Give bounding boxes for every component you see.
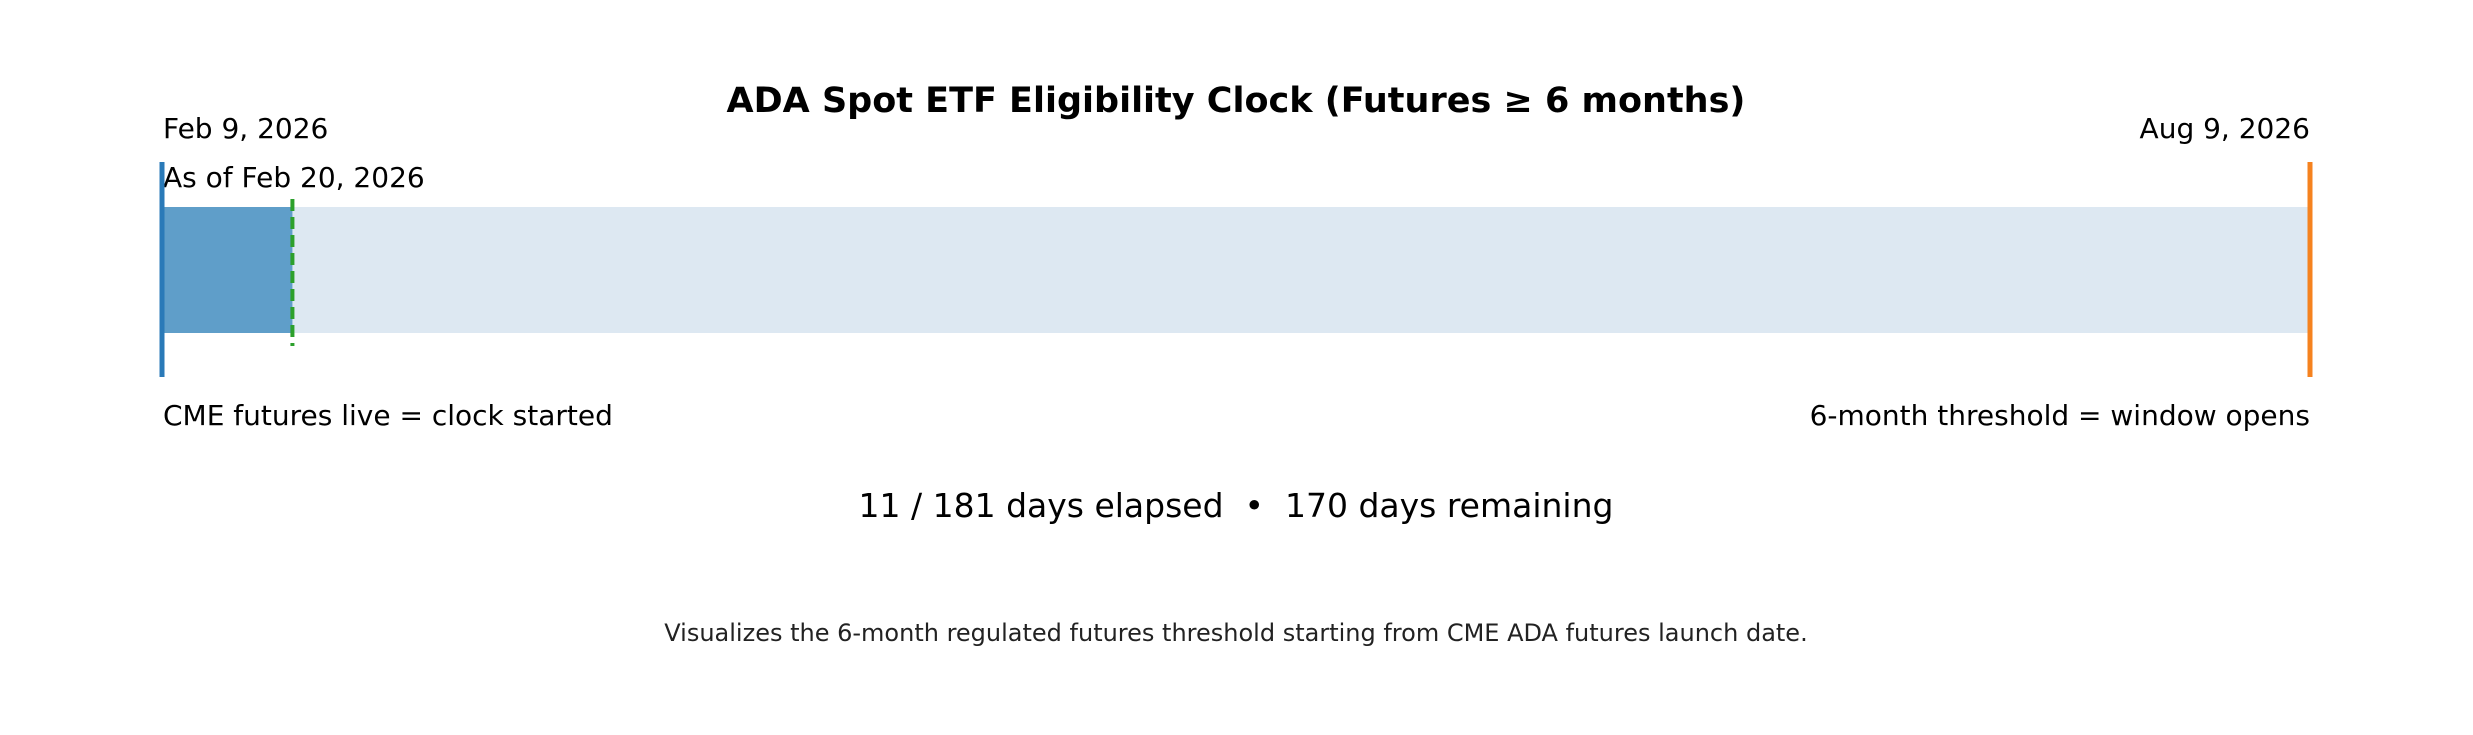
footnote: Visualizes the 6-month regulated futures… bbox=[664, 619, 1807, 647]
end-date-label: Aug 9, 2026 bbox=[2140, 112, 2310, 145]
end-caption: 6-month threshold = window opens bbox=[1810, 399, 2310, 432]
chart-title: ADA Spot ETF Eligibility Clock (Futures … bbox=[727, 81, 1746, 121]
remaining-bar bbox=[162, 207, 2308, 333]
start-date-label: Feb 9, 2026 bbox=[163, 112, 328, 145]
elapsed-bar bbox=[162, 207, 293, 333]
as-of-label: As of Feb 20, 2026 bbox=[163, 161, 425, 194]
summary-text: 11 / 181 days elapsed • 170 days remaini… bbox=[859, 486, 1614, 525]
start-caption: CME futures live = clock started bbox=[163, 399, 613, 432]
